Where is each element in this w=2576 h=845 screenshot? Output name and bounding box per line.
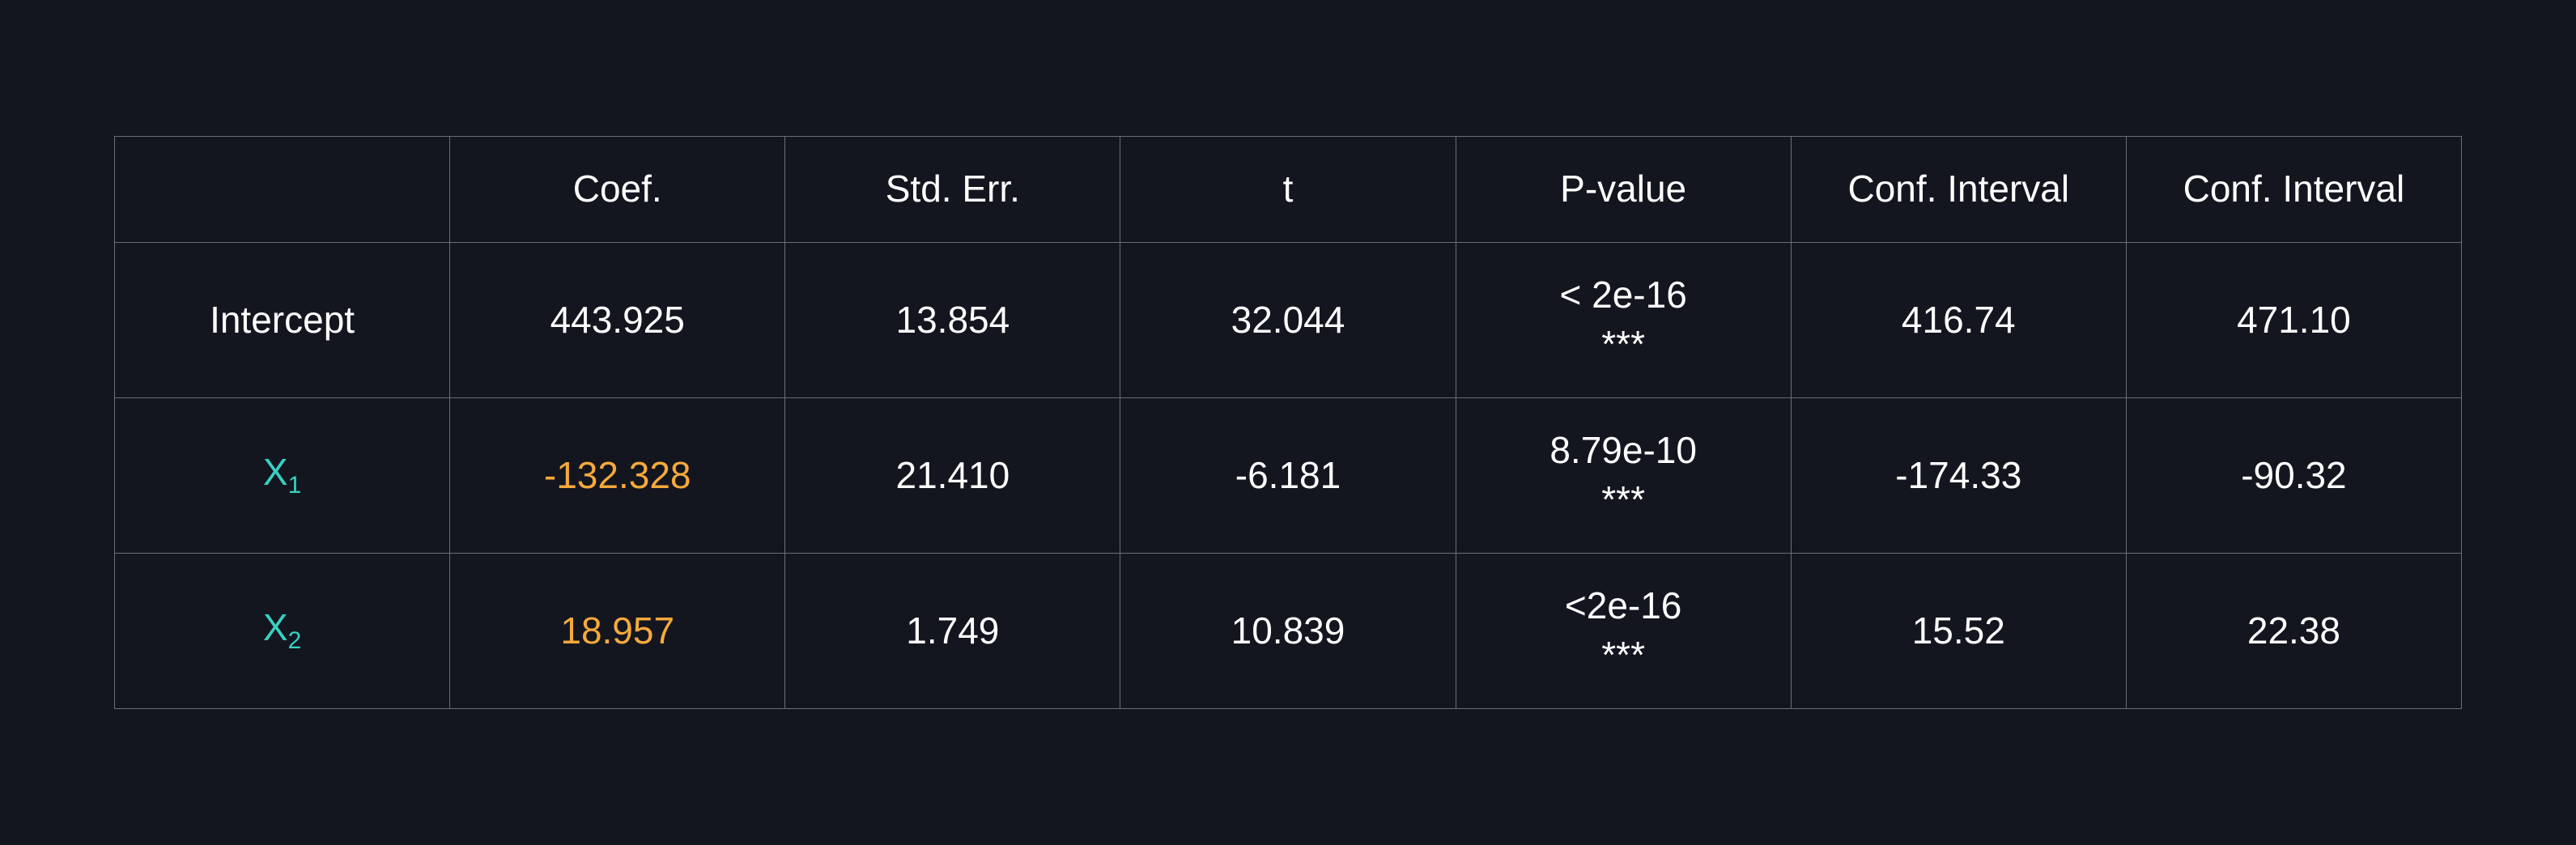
col-header-blank: [115, 137, 450, 243]
coef-cell: 18.957: [450, 553, 785, 708]
variable-subscript: 1: [288, 473, 302, 499]
row-label: X2: [115, 553, 450, 708]
coef-cell: -132.328: [450, 397, 785, 553]
pvalue-cell: <2e-16 ***: [1456, 553, 1791, 708]
row-label: Intercept: [115, 242, 450, 397]
pvalue-text: 8.79e-10: [1549, 429, 1697, 471]
t-cell: 10.839: [1120, 553, 1456, 708]
variable-subscript: 2: [288, 628, 302, 655]
table-row: X218.9571.74910.839<2e-16***15.5222.38: [115, 553, 2462, 708]
table-row: X1-132.32821.410-6.1818.79e-10***-174.33…: [115, 397, 2462, 553]
row-label: X1: [115, 397, 450, 553]
col-header-coef: Coef.: [450, 137, 785, 243]
ci-high-cell: 22.38: [2126, 553, 2461, 708]
significance-stars: ***: [1473, 477, 1775, 524]
col-header-pvalue: P-value: [1456, 137, 1791, 243]
ci-low-cell: -174.33: [1791, 397, 2126, 553]
t-cell: -6.181: [1120, 397, 1456, 553]
table-row: Intercept443.92513.85432.044 < 2e-16 *** 41…: [115, 242, 2462, 397]
significance-stars: ***: [1473, 632, 1775, 679]
ci-high-cell: 471.10: [2126, 242, 2461, 397]
t-cell: 32.044: [1120, 242, 1456, 397]
ci-high-cell: -90.32: [2126, 397, 2461, 553]
pvalue-text: <2e-16: [1565, 584, 1682, 626]
col-header-stderr: Std. Err.: [785, 137, 1120, 243]
table-header-row: Coef. Std. Err. t P-value Conf. Interval…: [115, 137, 2462, 243]
regression-table: Coef. Std. Err. t P-value Conf. Interval…: [114, 136, 2462, 709]
stderr-cell: 21.410: [785, 397, 1120, 553]
ci-low-cell: 15.52: [1791, 553, 2126, 708]
col-header-t: t: [1120, 137, 1456, 243]
stderr-cell: 1.749: [785, 553, 1120, 708]
coef-cell: 443.925: [450, 242, 785, 397]
stderr-cell: 13.854: [785, 242, 1120, 397]
pvalue-text: < 2e-16: [1559, 274, 1686, 316]
table-body: Intercept443.92513.85432.044 < 2e-16 *** 41…: [115, 242, 2462, 708]
col-header-ci-high: Conf. Interval: [2126, 137, 2461, 243]
col-header-ci-low: Conf. Interval: [1791, 137, 2126, 243]
significance-stars: ***: [1473, 321, 1775, 368]
ci-low-cell: 416.74: [1791, 242, 2126, 397]
pvalue-cell: < 2e-16 ***: [1456, 242, 1791, 397]
variable-name: X: [263, 451, 288, 493]
regression-table-container: Coef. Std. Err. t P-value Conf. Interval…: [114, 136, 2462, 709]
variable-name: X: [263, 606, 288, 648]
pvalue-cell: 8.79e-10 ***: [1456, 397, 1791, 553]
